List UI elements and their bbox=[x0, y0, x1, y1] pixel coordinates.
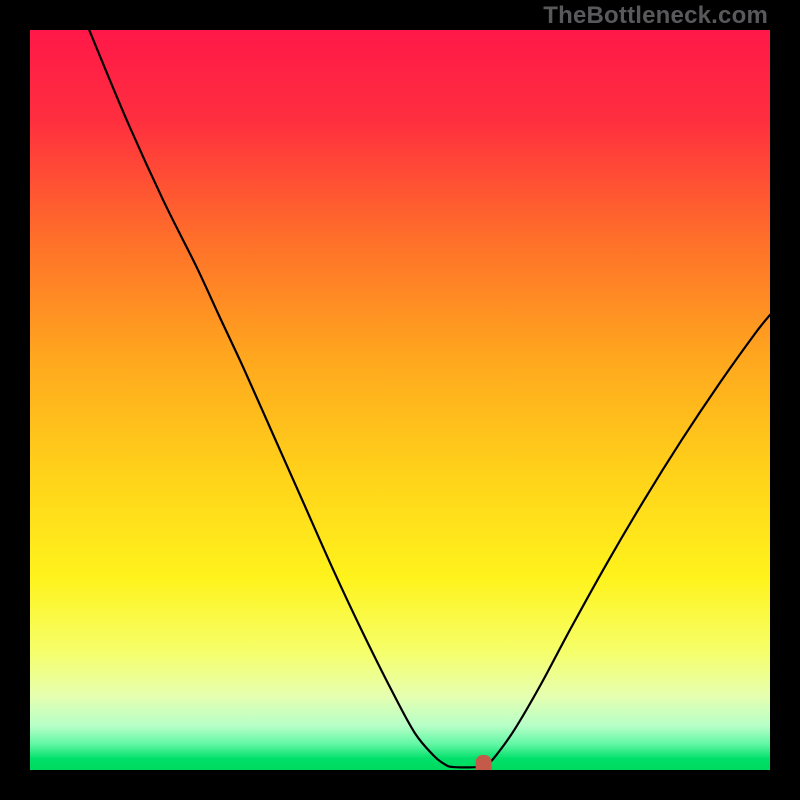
chart-frame: TheBottleneck.com bbox=[0, 0, 800, 800]
plot-area bbox=[30, 30, 770, 770]
curve-layer bbox=[30, 30, 770, 770]
watermark-text: TheBottleneck.com bbox=[543, 2, 768, 30]
bottleneck-curve bbox=[89, 30, 770, 767]
minimum-marker bbox=[476, 755, 492, 770]
